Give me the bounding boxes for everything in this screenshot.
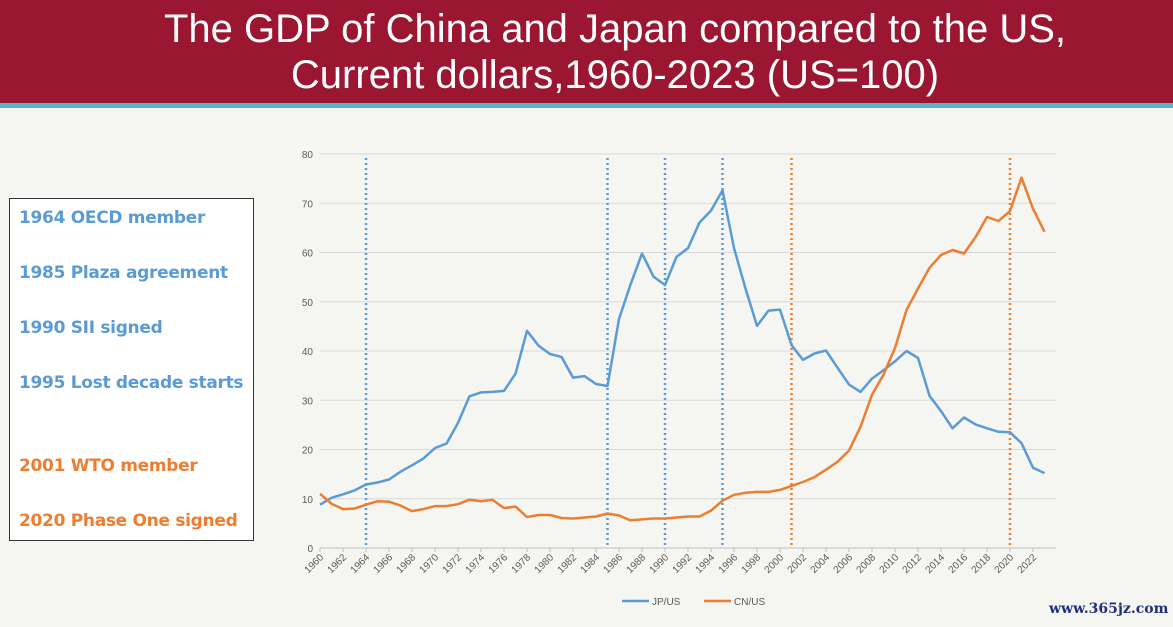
x-tick-label: 2018 [970,552,994,576]
title-line-2: Current dollars,1960-2023 (US=100) [290,53,940,97]
y-tick-label: 60 [302,249,314,260]
x-tick-label: 2008 [855,552,879,576]
y-tick-label: 70 [302,199,314,210]
x-tick-label: 2010 [878,552,902,576]
event-plaza: 1985 Plaza agreement [19,263,228,283]
x-tick-label: 1976 [487,552,511,576]
event-phase-one: 2020 Phase One signed [19,511,238,531]
x-tick-label: 1974 [464,552,488,576]
x-tick-label: 1980 [533,552,557,576]
x-tick-label: 1992 [671,552,695,576]
x-tick-label: 1990 [648,552,672,576]
events-box: 1964 OECD member 1985 Plaza agreement 19… [9,198,254,541]
title-banner-stripe [0,103,1173,108]
event-oecd: 1964 OECD member [19,208,206,228]
x-tick-label: 1998 [740,552,764,576]
event-wto: 2001 WTO member [19,456,198,476]
x-tick-label: 1982 [556,552,580,576]
y-tick-label: 80 [302,150,314,161]
y-tick-label: 40 [302,347,314,358]
x-tick-label: 2020 [993,552,1017,576]
x-tick-label: 1962 [326,552,350,576]
x-tick-label: 1970 [418,552,442,576]
x-tick-label: 2004 [809,552,833,576]
series-line-cn-us [319,176,1046,522]
title-line-1: The GDP of China and Japan compared to t… [163,7,1066,51]
x-tick-label: 1978 [510,552,534,576]
x-tick-label: 1964 [349,552,373,576]
legend-label-cn-us: CN/US [734,597,765,608]
y-tick-label: 30 [302,396,314,407]
x-tick-label: 1988 [625,552,649,576]
x-tick-label: 1994 [694,552,718,576]
y-tick-label: 0 [307,544,313,555]
title-banner [0,0,1173,103]
x-tick-label: 2022 [1016,552,1040,576]
y-tick-label: 50 [302,298,314,309]
x-tick-label: 1960 [303,552,327,576]
watermark: www.365jz.com [1049,601,1169,617]
event-lost-decade: 1995 Lost decade starts [19,373,244,393]
x-tick-label: 1986 [602,552,626,576]
y-tick-label: 10 [302,495,314,506]
x-tick-label: 2012 [901,552,925,576]
legend-label-jp-us: JP/US [652,597,681,608]
x-tick-label: 2006 [832,552,856,576]
x-tick-label: 1972 [441,552,465,576]
x-tick-label: 2002 [786,552,810,576]
page-title: The GDP of China and Japan compared to t… [60,6,1170,98]
x-tick-label: 1984 [579,552,603,576]
x-tick-label: 2016 [947,552,971,576]
y-tick-label: 20 [302,446,314,457]
event-sii: 1990 SII signed [19,318,163,338]
x-tick-label: 2000 [763,552,787,576]
x-tick-label: 1968 [395,552,419,576]
x-tick-label: 1996 [717,552,741,576]
x-tick-label: 2014 [924,552,948,576]
series-line-jp-us [319,189,1046,506]
x-tick-label: 1966 [372,552,396,576]
